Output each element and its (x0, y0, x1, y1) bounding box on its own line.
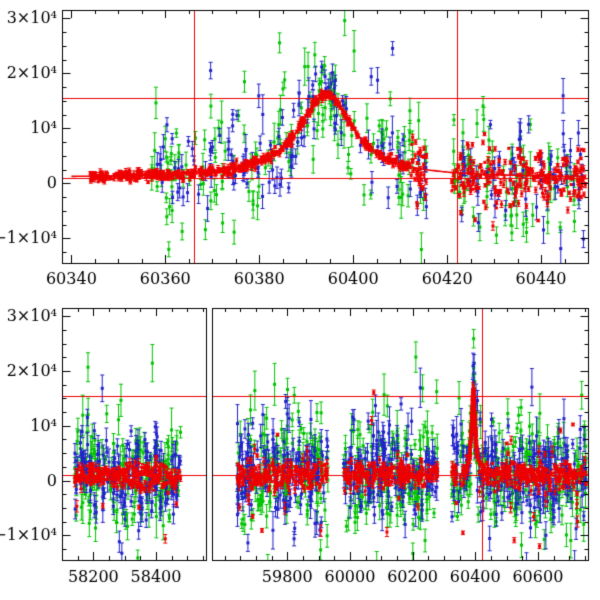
light-curve-figure (0, 0, 600, 600)
light-curve-canvas (0, 0, 600, 600)
